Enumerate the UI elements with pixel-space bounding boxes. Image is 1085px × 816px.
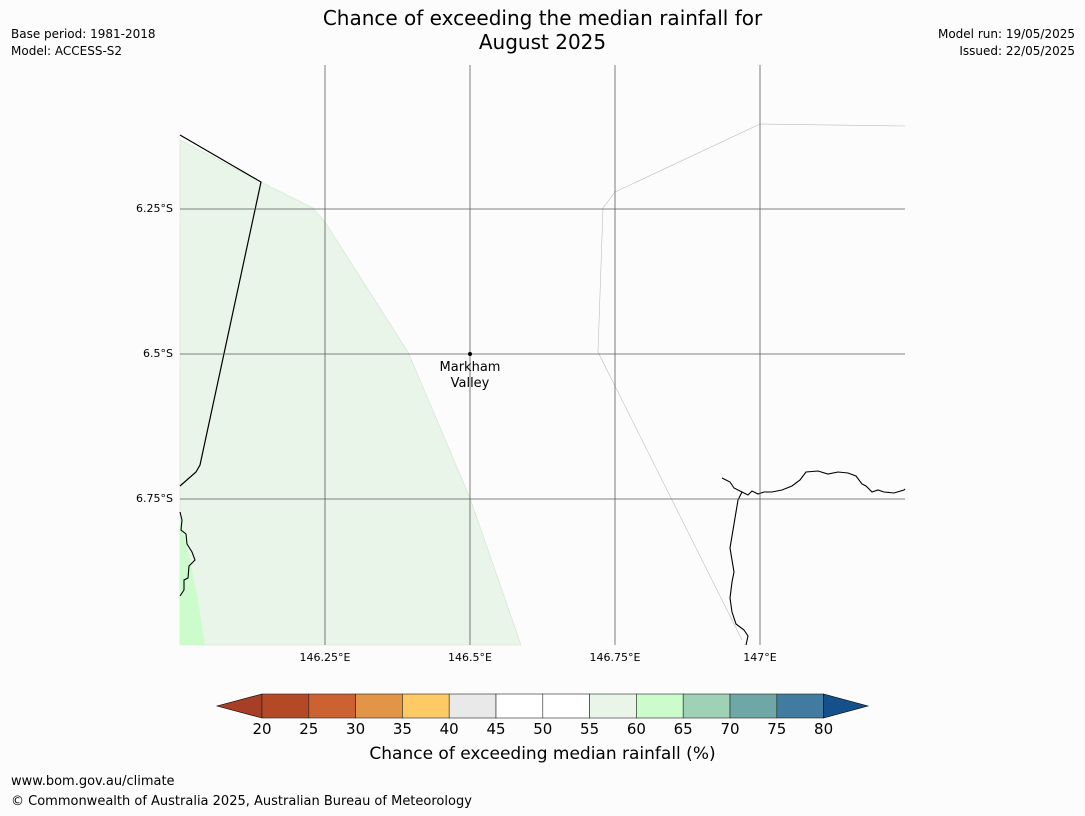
colorbar-segment bbox=[589, 693, 637, 719]
footer-url: www.bom.gov.au/climate bbox=[11, 774, 175, 789]
colorbar-segment bbox=[729, 693, 778, 719]
colorbar-segment bbox=[495, 693, 544, 719]
location-name-line-2: Valley bbox=[451, 376, 490, 391]
lat-label-6-5: 6.5°S bbox=[143, 347, 173, 360]
map-area: Markham Valley bbox=[179, 65, 906, 646]
model-run-text: Model run: 19/05/2025 bbox=[937, 27, 1075, 41]
title-line-1: Chance of exceeding the median rainfall … bbox=[322, 6, 763, 30]
location-marker bbox=[468, 352, 472, 356]
colorbar-segment bbox=[448, 693, 497, 719]
map-title: Chance of exceeding the median rainfall … bbox=[0, 6, 1085, 54]
coastline-east bbox=[721, 470, 906, 496]
lon-label-146-25: 146.25°E bbox=[299, 651, 351, 664]
colorbar-segment bbox=[355, 693, 403, 719]
colorbar-tick-label: 80 bbox=[814, 720, 834, 738]
colorbar-tick-label: 20 bbox=[252, 720, 272, 738]
colorbar bbox=[215, 693, 870, 719]
title-line-2: August 2025 bbox=[478, 30, 607, 54]
colorbar-tick-label: 40 bbox=[439, 720, 459, 738]
colorbar-tick-label: 65 bbox=[673, 720, 693, 738]
colorbar-segment bbox=[308, 693, 356, 719]
graticule bbox=[180, 65, 905, 645]
colorbar-tick-label: 55 bbox=[580, 720, 600, 738]
lon-label-147: 147°E bbox=[743, 651, 777, 664]
colorbar-extend-low bbox=[215, 693, 263, 719]
colorbar-tick-label: 70 bbox=[720, 720, 740, 738]
colorbar-segment bbox=[402, 693, 450, 719]
forecast-band-60-65 bbox=[180, 520, 205, 645]
colorbar-segment bbox=[682, 693, 731, 719]
colorbar-tick-label: 45 bbox=[486, 720, 506, 738]
district-boundary bbox=[597, 123, 906, 641]
colorbar-segment bbox=[636, 693, 684, 719]
lat-label-6-75: 6.75°S bbox=[136, 492, 173, 505]
footer-copyright: © Commonwealth of Australia 2025, Austra… bbox=[11, 794, 472, 809]
colorbar-tick-label: 60 bbox=[626, 720, 646, 738]
location-name-line-1: Markham bbox=[440, 360, 501, 375]
colorbar-segment bbox=[542, 693, 590, 719]
colorbar-label: Chance of exceeding median rainfall (%) bbox=[369, 744, 716, 764]
forecast-band-55-60 bbox=[179, 139, 522, 646]
colorbar-tick-label: 25 bbox=[299, 720, 319, 738]
coastline-west bbox=[179, 511, 196, 597]
base-period-text: Base period: 1981-2018 bbox=[11, 27, 156, 41]
lon-label-146-5: 146.5°E bbox=[448, 651, 492, 664]
colorbar-tick-label: 75 bbox=[767, 720, 787, 738]
colorbar-tick-label: 50 bbox=[533, 720, 553, 738]
colorbar-tick-label: 30 bbox=[346, 720, 366, 738]
lat-label-6-25: 6.25°S bbox=[136, 202, 173, 215]
colorbar-segment bbox=[776, 693, 824, 719]
colorbar-tick-label: 35 bbox=[392, 720, 412, 738]
colorbar-extend-high bbox=[823, 693, 870, 719]
model-text: Model: ACCESS-S2 bbox=[11, 44, 123, 58]
metadata-left: Base period: 1981-2018 Model: ACCESS-S2 bbox=[11, 26, 156, 60]
issued-text: Issued: 22/05/2025 bbox=[959, 44, 1075, 58]
colorbar-segment bbox=[261, 693, 310, 719]
metadata-right: Model run: 19/05/2025 Issued: 22/05/2025 bbox=[938, 26, 1075, 60]
province-boundary bbox=[179, 134, 262, 487]
coastline-south bbox=[729, 491, 749, 646]
lon-label-146-75: 146.75°E bbox=[589, 651, 641, 664]
